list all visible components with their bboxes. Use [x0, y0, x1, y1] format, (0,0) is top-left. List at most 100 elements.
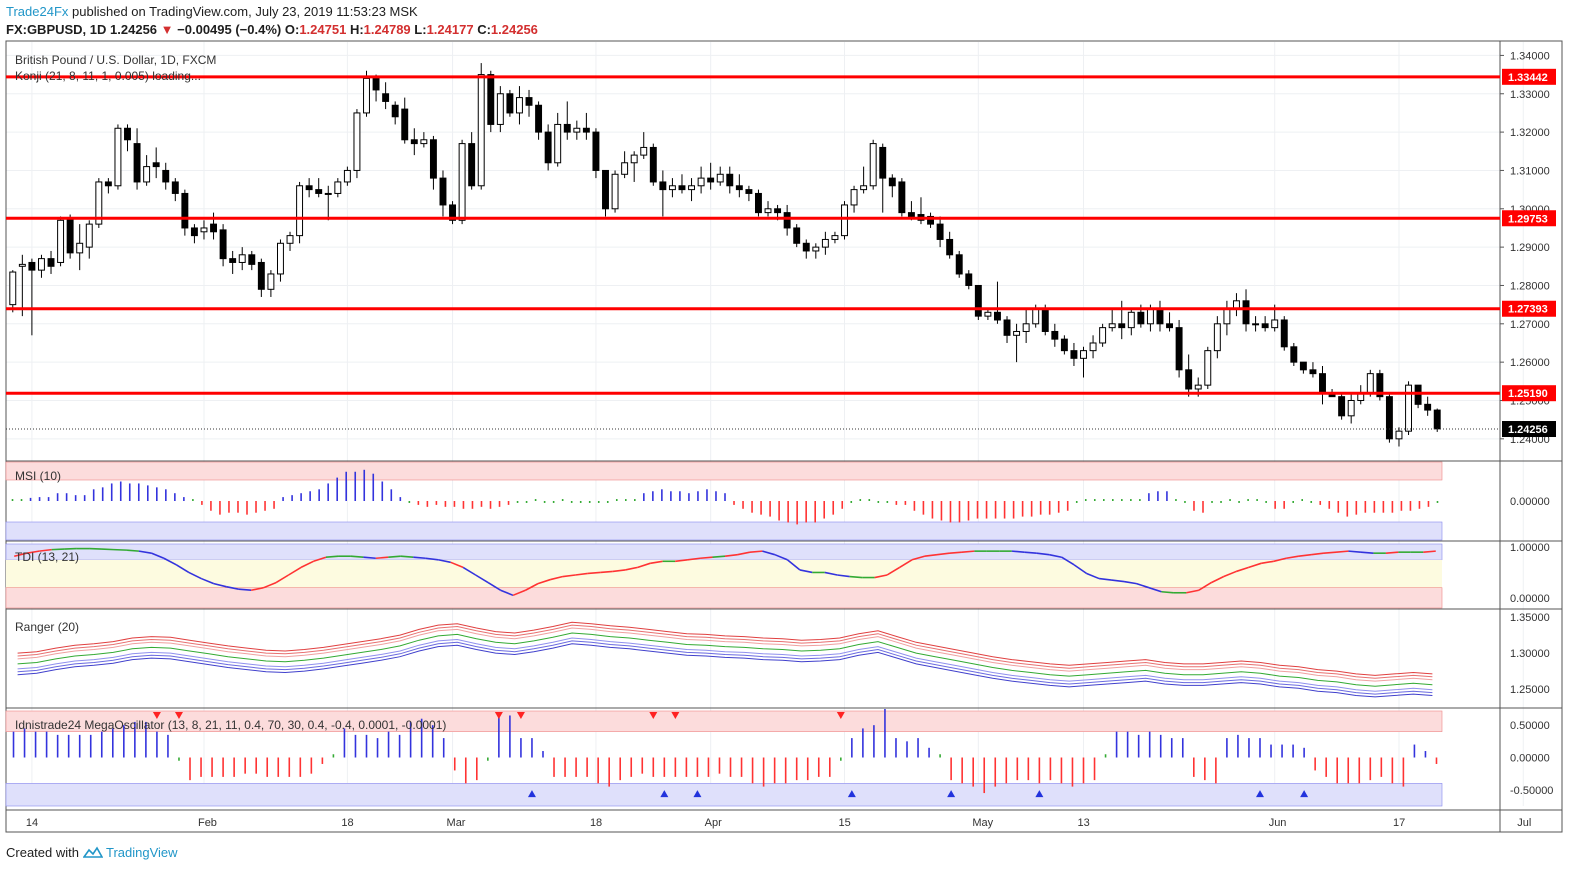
bull-candle-body: [1013, 330, 1021, 336]
tdi-segment: [151, 552, 165, 559]
tdi-segment: [163, 557, 177, 566]
candle: [831, 231, 839, 244]
candle: [1213, 316, 1221, 359]
tdi-segment: [749, 550, 763, 553]
bull-candle-body: [37, 258, 45, 271]
bull-candle-body: [286, 235, 294, 244]
candle: [745, 185, 753, 202]
candle: [678, 174, 686, 194]
bear-candle-body: [1118, 323, 1126, 329]
bear-candle-body: [602, 169, 609, 210]
grid: [6, 42, 1524, 806]
candle: [468, 132, 476, 190]
sell-signal-marker: [174, 712, 183, 719]
date-label: Feb: [198, 817, 217, 829]
candle: [726, 166, 734, 194]
created-with-label: Created with: [6, 845, 79, 860]
bear-candle-body: [993, 311, 1001, 321]
tdi-segment: [587, 571, 601, 575]
tdi-segment: [612, 569, 626, 573]
bear-candle-body: [305, 185, 313, 191]
bear-candle-body: [1385, 396, 1393, 440]
tdi-segment: [799, 569, 813, 574]
date-label: 13: [1078, 817, 1090, 829]
ranger-tick-label: 1.30000: [1510, 648, 1550, 660]
tdi-segment: [762, 550, 776, 556]
bull-candle-body: [850, 189, 858, 206]
tdi-segment: [1286, 555, 1299, 560]
candle: [1127, 308, 1135, 336]
tdi-segment: [1198, 581, 1212, 591]
bull-candle-body: [18, 263, 26, 267]
candle: [974, 284, 982, 320]
ranger-band: [17, 627, 1433, 682]
candle: [1357, 385, 1365, 405]
bear-candle-body: [47, 258, 55, 267]
buy-signal-marker: [1300, 790, 1309, 798]
candle: [1338, 392, 1346, 420]
candle: [439, 170, 447, 217]
candle: [592, 128, 600, 179]
candle: [688, 178, 696, 202]
bull-candle-body: [1099, 327, 1107, 344]
high-value: 1.24789: [363, 22, 411, 37]
candle: [238, 247, 246, 271]
bull-candle-body: [1204, 350, 1212, 386]
time-axis[interactable]: 14Feb18Mar18Apr15May13Jun17Jul15: [26, 817, 1588, 829]
symbol-header: FX:GBPUSD, 1D 1.24256 ▼ −0.00495 (−0.4%)…: [6, 22, 538, 38]
candle: [602, 169, 609, 217]
bear-candle-body: [1280, 319, 1288, 348]
tdi-segment: [625, 566, 638, 571]
bull-candle-body: [85, 223, 93, 248]
price-axis[interactable]: 1.34000 1.33000 1.32000 1.31000 1.30000 1.290…: [1500, 50, 1556, 797]
candle: [649, 143, 657, 186]
tdi-pane[interactable]: [5, 543, 1443, 609]
panels: [5, 40, 1563, 833]
publisher-name[interactable]: Trade24Fx: [6, 4, 69, 19]
candle: [1089, 335, 1097, 359]
candle: [171, 178, 179, 202]
bull-candle-body: [9, 271, 17, 306]
mega-oscillator-pane[interactable]: [5, 709, 1443, 807]
study-label: Konji (21, 8, 11, 1, 0.005) loading...: [15, 69, 201, 83]
bear-candle-body: [592, 131, 600, 171]
candle: [888, 174, 896, 198]
tdi-segment: [874, 574, 888, 579]
bear-candle-body: [907, 212, 915, 217]
price-pane[interactable]: [6, 63, 1500, 447]
price-tick-label: 1.26000: [1510, 357, 1550, 369]
candle: [621, 151, 629, 179]
tdi-segment: [687, 557, 701, 561]
bull-candle-body: [611, 173, 619, 210]
candle: [1414, 384, 1422, 409]
bear-candle-body: [946, 238, 954, 256]
bear-candle-body: [28, 261, 36, 271]
tdi-segment: [400, 555, 414, 559]
bull-candle-body: [57, 219, 65, 263]
candle: [85, 220, 93, 259]
tdi-segment: [89, 547, 102, 550]
tdi-segment: [637, 562, 651, 569]
candle: [200, 220, 208, 240]
tradingview-link[interactable]: TradingView: [106, 845, 178, 860]
candle: [391, 101, 399, 125]
symbol-label: FX:GBPUSD, 1D: [6, 22, 107, 37]
candle: [946, 231, 954, 259]
buy-signal-marker: [1255, 790, 1264, 798]
candle: [353, 109, 361, 179]
bear-candle-body: [152, 162, 160, 168]
msi-pane[interactable]: [5, 461, 1443, 541]
ranger-pane[interactable]: [17, 621, 1433, 698]
bear-candle-body: [745, 189, 753, 194]
price-tick-label: 1.28000: [1510, 280, 1550, 292]
tdi-segment: [64, 547, 77, 550]
candle: [1347, 392, 1355, 424]
tdi-segment: [238, 588, 252, 592]
bear-candle-body: [726, 173, 734, 187]
bear-candle-body: [1242, 300, 1250, 325]
tdi-segment: [1236, 566, 1249, 573]
bear-candle-body: [582, 127, 590, 133]
tdi-segment: [126, 549, 139, 552]
bear-candle-body: [1319, 373, 1326, 394]
